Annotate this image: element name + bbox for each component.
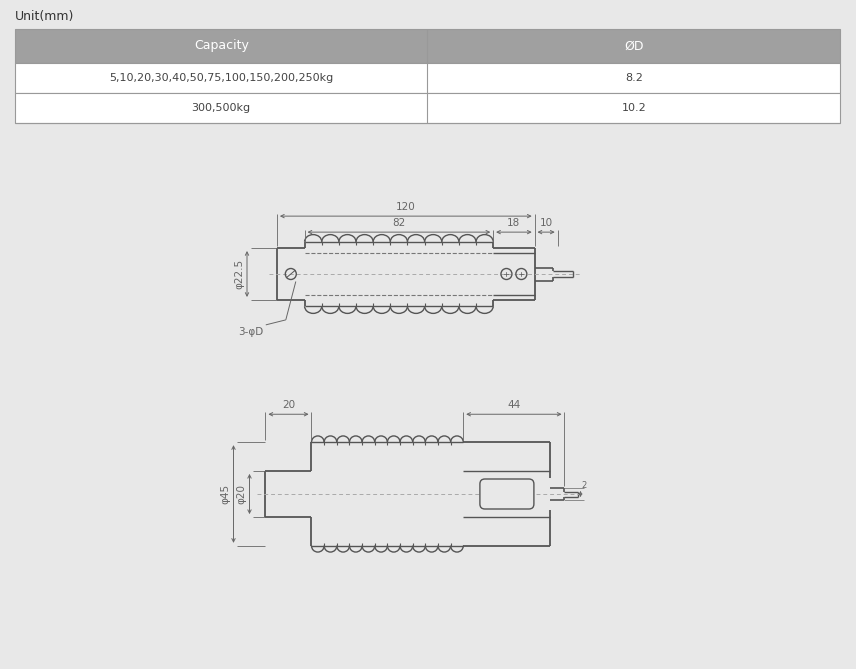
Text: 8.2: 8.2 bbox=[625, 73, 643, 83]
Text: φ20: φ20 bbox=[236, 484, 247, 504]
Text: 44: 44 bbox=[508, 400, 520, 410]
Text: 5,10,20,30,40,50,75,100,150,200,250kg: 5,10,20,30,40,50,75,100,150,200,250kg bbox=[109, 73, 333, 83]
Text: 120: 120 bbox=[396, 202, 416, 212]
Text: 18: 18 bbox=[508, 218, 520, 228]
Bar bbox=[15, 93, 840, 123]
Text: Capacity: Capacity bbox=[193, 39, 249, 52]
Text: 82: 82 bbox=[392, 218, 406, 228]
Text: 2: 2 bbox=[581, 480, 586, 490]
Text: Unit(mm): Unit(mm) bbox=[15, 10, 74, 23]
Bar bbox=[15, 63, 840, 93]
Text: ØD: ØD bbox=[624, 39, 644, 52]
FancyBboxPatch shape bbox=[480, 479, 534, 509]
Text: 3-φD: 3-φD bbox=[239, 327, 264, 337]
Text: φ45: φ45 bbox=[221, 484, 230, 504]
Text: 20: 20 bbox=[282, 400, 295, 410]
Bar bbox=[15, 29, 840, 63]
Text: 300,500kg: 300,500kg bbox=[192, 103, 251, 113]
Text: 10: 10 bbox=[539, 218, 553, 228]
Text: 10.2: 10.2 bbox=[621, 103, 646, 113]
Text: φ22.5: φ22.5 bbox=[234, 259, 244, 289]
